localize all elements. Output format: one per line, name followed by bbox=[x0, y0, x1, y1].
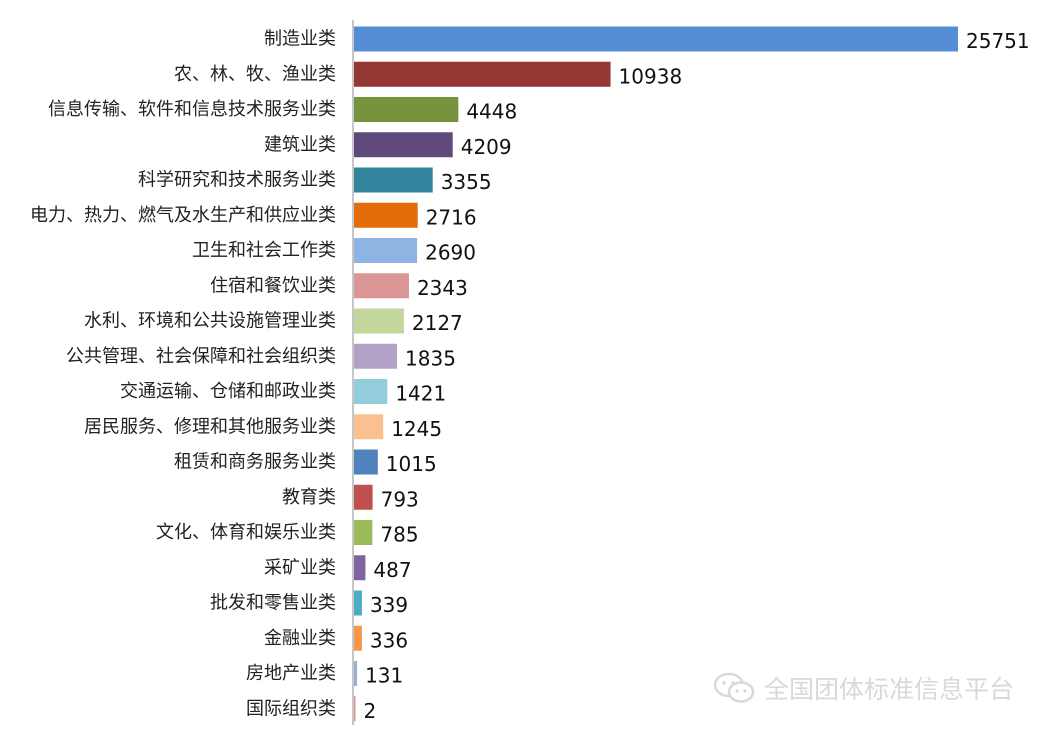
watermark: 全国团体标准信息平台 bbox=[712, 670, 1014, 706]
value-label: 10938 bbox=[619, 64, 683, 88]
bar bbox=[354, 308, 404, 334]
bar bbox=[354, 26, 958, 52]
category-label: 文化、体育和娱乐业类 bbox=[156, 522, 336, 543]
category-label: 农、林、牧、渔业类 bbox=[174, 64, 336, 85]
bar bbox=[354, 238, 418, 263]
value-label: 4209 bbox=[461, 135, 512, 159]
value-label: 1015 bbox=[386, 452, 437, 476]
category-label: 公共管理、社会保障和社会组织类 bbox=[66, 346, 336, 367]
category-label: 住宿和餐饮业类 bbox=[210, 275, 336, 296]
value-label: 336 bbox=[370, 628, 408, 652]
value-label: 3355 bbox=[441, 170, 492, 194]
bar bbox=[354, 97, 459, 122]
value-label: 2716 bbox=[426, 205, 477, 229]
category-label: 卫生和社会工作类 bbox=[192, 240, 336, 261]
category-label: 电力、热力、燃气及水生产和供应业类 bbox=[30, 205, 336, 226]
bar bbox=[354, 202, 418, 228]
category-label: 教育类 bbox=[282, 487, 336, 508]
value-label: 785 bbox=[380, 523, 418, 547]
category-label: 建筑业类 bbox=[264, 134, 336, 155]
value-label: 1835 bbox=[405, 346, 456, 370]
bar bbox=[354, 484, 373, 510]
value-label: 487 bbox=[373, 558, 411, 582]
bar bbox=[354, 625, 362, 651]
value-label: 2690 bbox=[425, 241, 476, 265]
bar bbox=[354, 590, 362, 616]
category-label: 科学研究和技术服务业类 bbox=[138, 170, 336, 191]
value-label: 4448 bbox=[466, 100, 517, 124]
category-label: 水利、环境和公共设施管理业类 bbox=[84, 311, 336, 332]
value-label: 339 bbox=[370, 593, 408, 617]
bar bbox=[354, 449, 378, 475]
bar bbox=[354, 273, 409, 299]
bar bbox=[354, 414, 384, 440]
category-label: 信息传输、软件和信息技术服务业类 bbox=[48, 99, 336, 120]
value-label: 1245 bbox=[391, 417, 442, 441]
bar bbox=[354, 379, 388, 404]
value-label: 25751 bbox=[966, 29, 1030, 53]
category-label: 批发和零售业类 bbox=[210, 593, 336, 614]
category-label: 国际组织类 bbox=[246, 698, 336, 719]
category-label: 采矿业类 bbox=[264, 557, 336, 578]
bar bbox=[354, 61, 611, 87]
bar bbox=[354, 132, 453, 158]
category-label: 交通运输、仓储和邮政业类 bbox=[120, 381, 336, 402]
category-label: 制造业类 bbox=[264, 29, 336, 50]
value-label: 1421 bbox=[395, 382, 446, 406]
value-label: 2343 bbox=[417, 276, 468, 300]
bar bbox=[354, 661, 358, 686]
category-label: 房地产业类 bbox=[246, 663, 336, 684]
value-label: 2 bbox=[364, 699, 377, 723]
bar bbox=[354, 343, 398, 369]
bar bbox=[354, 167, 433, 193]
watermark-text: 全国团体标准信息平台 bbox=[764, 675, 1015, 704]
category-label: 金融业类 bbox=[264, 628, 336, 649]
bar bbox=[354, 555, 366, 581]
category-label: 租赁和商务服务业类 bbox=[174, 452, 336, 473]
category-label: 居民服务、修理和其他服务业类 bbox=[84, 416, 336, 437]
wechat-icon bbox=[713, 672, 755, 703]
value-label: 2127 bbox=[412, 311, 463, 335]
bar bbox=[354, 696, 356, 722]
value-label: 793 bbox=[381, 487, 419, 511]
bar bbox=[354, 520, 373, 545]
value-label: 131 bbox=[365, 664, 403, 688]
